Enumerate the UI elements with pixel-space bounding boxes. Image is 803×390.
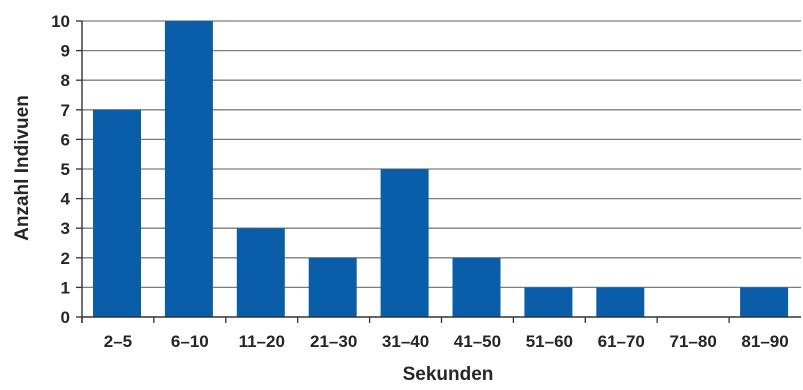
bar: [164, 21, 213, 317]
bar: [93, 109, 141, 317]
y-tick-label: 9: [61, 42, 70, 61]
x-tick-label: 11–20: [239, 332, 285, 351]
bar: [380, 169, 429, 317]
y-tick-label: 4: [61, 190, 71, 209]
x-tick-label: 41–50: [454, 332, 501, 351]
x-tick-label: 81–90: [741, 332, 788, 351]
bars: [93, 21, 789, 317]
y-tick-label: 0: [61, 308, 70, 327]
x-axis-title: Sekunden: [403, 364, 494, 385]
bar: [596, 287, 645, 317]
bar: [452, 257, 501, 317]
x-tick-label: 2–5: [104, 332, 132, 351]
y-axis-title: Anzahl Indivuen: [12, 95, 33, 241]
y-tick-label: 7: [61, 101, 70, 120]
bar: [308, 257, 357, 317]
bar: [524, 287, 573, 317]
x-tick-label: 31–40: [382, 332, 429, 351]
bar: [740, 287, 789, 317]
x-tick-label: 71–80: [670, 332, 717, 351]
y-tick-label: 3: [61, 219, 70, 238]
y-tick-labels: 0 1 2 3 4 5 6 7 8 9 10: [51, 12, 70, 327]
x-tick-label: 21–30: [310, 332, 357, 351]
x-tick-label: 61–70: [598, 332, 645, 351]
x-tick-label: 51–60: [526, 332, 573, 351]
axes: [76, 20, 801, 323]
y-tick-label: 2: [61, 249, 70, 268]
y-tick-label: 5: [61, 160, 70, 179]
y-tick-label: 6: [61, 130, 70, 149]
x-tick-label: 6–10: [171, 332, 209, 351]
bar: [236, 228, 285, 317]
x-tick-labels: 2–5 6–10 11–20 21–30 31–40 41–50 51–60 61–70 71–…: [104, 332, 789, 351]
y-tick-label: 1: [61, 278, 70, 297]
y-tick-label: 10: [51, 12, 70, 31]
y-tick-label: 8: [61, 71, 70, 90]
